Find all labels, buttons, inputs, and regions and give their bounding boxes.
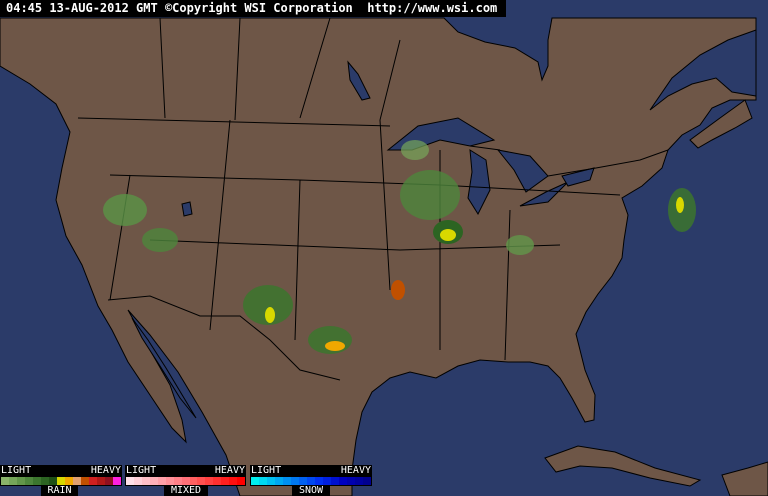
snow-legend: LIGHT HEAVY SNOW [250,465,372,496]
color-swatch [49,477,57,485]
rain-legend: LIGHT HEAVY RAIN [0,465,122,496]
north-america-landmass [0,17,757,496]
color-swatch [347,477,355,485]
color-swatch [237,477,246,485]
color-swatch [17,477,25,485]
precip-area [265,307,275,323]
lake-ontario [561,167,595,187]
color-swatch [157,477,166,485]
color-swatch [229,477,238,485]
color-swatch [9,477,17,485]
precip-area [440,229,456,241]
mixed-light-label: LIGHT [126,465,157,476]
color-swatch [141,477,150,485]
color-swatch [105,477,113,485]
rain-label: RAIN [41,486,78,496]
color-swatch [291,477,299,485]
precip-area [243,285,293,325]
precip-area [103,194,147,226]
mixed-label: MIXED [164,486,208,496]
color-swatch [275,477,283,485]
color-swatch [339,477,347,485]
mixed-color-scale [125,476,246,486]
color-swatch [113,477,121,485]
hispaniola [721,461,768,496]
color-swatch [315,477,323,485]
color-swatch [89,477,97,485]
precip-area [400,170,460,220]
color-swatch [189,477,198,485]
color-swatch [181,477,190,485]
color-swatch [41,477,49,485]
gulf-of-st-lawrence [649,29,757,111]
color-swatch [283,477,291,485]
color-swatch [133,477,142,485]
province-lines [159,17,401,121]
precip-area [325,341,345,351]
color-swatch [33,477,41,485]
precip-area [142,228,178,252]
snow-heavy-label: HEAVY [340,465,371,476]
color-swatch [165,477,174,485]
color-swatch [251,477,259,485]
color-swatch [65,477,73,485]
precip-area [506,235,534,255]
precip-area [391,280,405,300]
color-swatch [299,477,307,485]
snow-label: SNOW [292,486,330,496]
rain-color-scale [0,476,122,486]
gulf-of-california [131,317,197,419]
color-swatch [25,477,33,485]
color-swatch [81,477,89,485]
color-swatch [205,477,214,485]
color-swatch [331,477,339,485]
color-swatch [126,477,134,485]
color-swatch [267,477,275,485]
rain-light-label: LIGHT [1,465,32,476]
mixed-legend: LIGHT HEAVY MIXED [125,465,246,496]
color-swatch [363,477,371,485]
political-borders [77,17,669,381]
nova-scotia [689,99,753,149]
color-swatch [57,477,65,485]
lake-michigan [467,149,491,216]
color-swatch [307,477,315,485]
precip-area [676,197,684,213]
color-swatch [221,477,230,485]
great-salt-lake [181,201,193,217]
color-swatch [197,477,206,485]
color-swatch [173,477,182,485]
snow-color-scale [250,476,372,486]
color-swatch [1,477,9,485]
radar-echoes [103,140,696,354]
cuba [544,445,702,487]
mixed-heavy-label: HEAVY [214,465,245,476]
lake-huron [496,149,549,193]
timestamp-copyright-header: 04:45 13-AUG-2012 GMT ©Copyright WSI Cor… [0,0,506,17]
color-swatch [97,477,105,485]
rain-heavy-label: HEAVY [90,465,121,476]
color-swatch [323,477,331,485]
land [0,17,768,496]
us-mexico-border [107,295,341,381]
snow-light-label: LIGHT [251,465,282,476]
lake-winnipeg [347,60,371,101]
color-swatch [213,477,222,485]
color-swatch [73,477,81,485]
us-canada-border [77,117,669,177]
state-lines [109,119,621,361]
color-swatch [259,477,267,485]
color-swatch [149,477,158,485]
precip-area [401,140,429,160]
color-swatch [355,477,363,485]
